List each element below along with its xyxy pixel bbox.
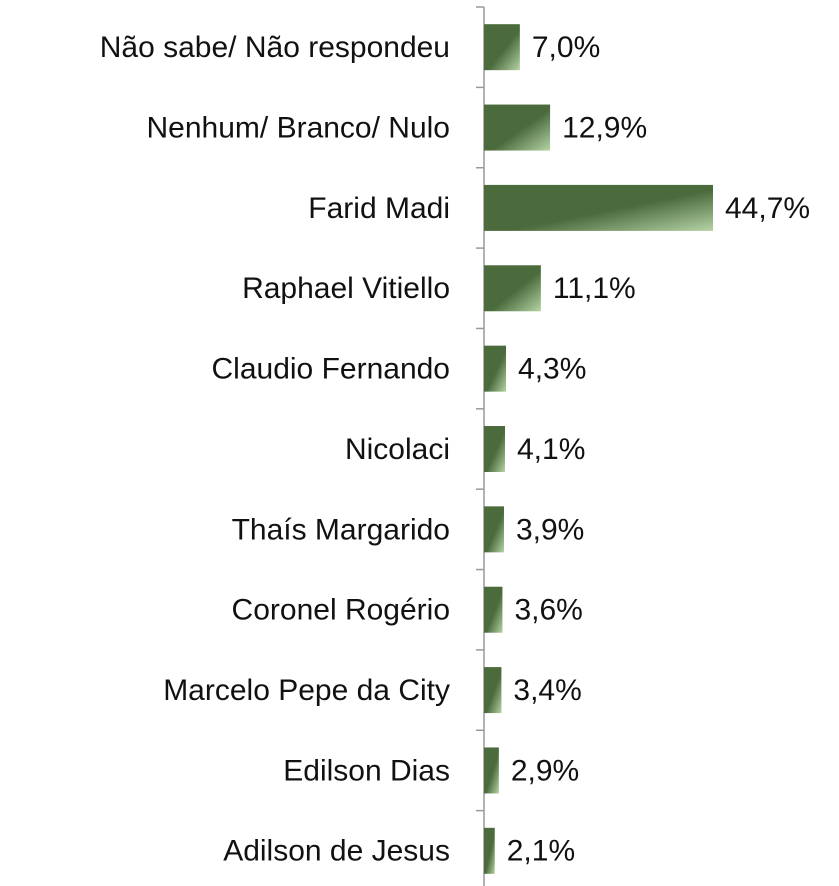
data-label: 3,6% bbox=[514, 594, 582, 627]
bar bbox=[484, 426, 506, 472]
y-tick-label: Coronel Rogério bbox=[232, 594, 450, 627]
bar bbox=[484, 747, 499, 794]
y-tick-label: Farid Madi bbox=[308, 192, 450, 225]
y-tick-label: Edilson Dias bbox=[283, 754, 450, 787]
data-label: 2,9% bbox=[511, 754, 579, 787]
data-label: 44,7% bbox=[725, 192, 810, 225]
y-tick-label: Adilson de Jesus bbox=[223, 835, 450, 868]
bar bbox=[484, 24, 520, 71]
y-tick-label: Nicolaci bbox=[345, 433, 450, 466]
bar bbox=[484, 827, 495, 874]
y-tick-label: Thaís Margarido bbox=[232, 513, 450, 546]
bar bbox=[484, 265, 541, 312]
data-label: 4,1% bbox=[517, 433, 585, 466]
y-tick-label: Raphael Vitiello bbox=[242, 272, 450, 305]
bar bbox=[484, 667, 502, 714]
data-label: 2,1% bbox=[507, 835, 575, 868]
y-tick-label: Nenhum/ Branco/ Nulo bbox=[147, 111, 451, 144]
bar bbox=[484, 345, 507, 392]
bar bbox=[484, 586, 503, 633]
data-label: 4,3% bbox=[518, 353, 586, 386]
data-label: 3,9% bbox=[516, 513, 584, 546]
data-label: 11,1% bbox=[553, 272, 636, 305]
bar bbox=[484, 506, 504, 553]
y-tick-label: Claudio Fernando bbox=[212, 353, 451, 386]
bar bbox=[484, 184, 713, 231]
data-label: 7,0% bbox=[532, 31, 600, 64]
y-tick-label: Marcelo Pepe da City bbox=[163, 674, 450, 707]
bar bbox=[484, 104, 551, 151]
data-label: 12,9% bbox=[562, 111, 647, 144]
y-tick-label: Não sabe/ Não respondeu bbox=[100, 31, 450, 64]
data-label: 3,4% bbox=[513, 674, 581, 707]
